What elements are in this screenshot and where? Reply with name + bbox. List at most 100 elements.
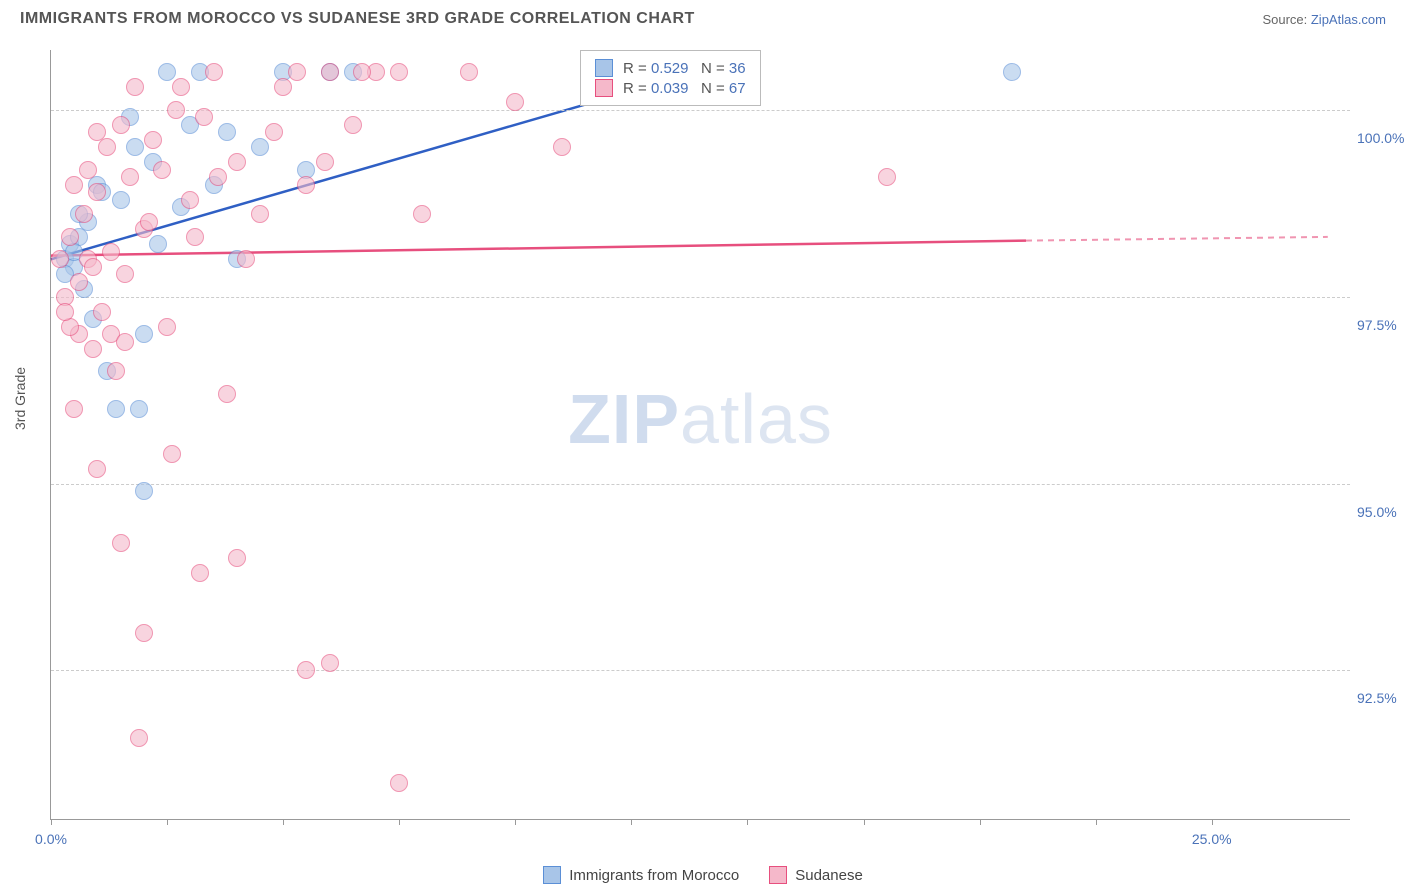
- y-axis-label: 3rd Grade: [12, 367, 28, 430]
- data-point: [130, 400, 148, 418]
- data-point: [75, 205, 93, 223]
- data-point: [167, 101, 185, 119]
- data-point: [102, 243, 120, 261]
- chart-header: IMMIGRANTS FROM MOROCCO VS SUDANESE 3RD …: [0, 0, 1406, 33]
- data-point: [1003, 63, 1021, 81]
- data-point: [228, 549, 246, 567]
- data-point: [209, 168, 227, 186]
- data-point: [274, 78, 292, 96]
- data-point: [288, 63, 306, 81]
- data-point: [553, 138, 571, 156]
- stats-swatch: [595, 79, 613, 97]
- data-point: [353, 63, 371, 81]
- gridline: [51, 297, 1350, 298]
- data-point: [153, 161, 171, 179]
- data-point: [460, 63, 478, 81]
- data-point: [88, 123, 106, 141]
- data-point: [218, 385, 236, 403]
- data-point: [205, 63, 223, 81]
- data-point: [321, 654, 339, 672]
- bottom-legend: Immigrants from Morocco Sudanese: [0, 866, 1406, 884]
- trend-lines: [51, 50, 1350, 819]
- data-point: [107, 400, 125, 418]
- data-point: [158, 63, 176, 81]
- xtick: [1096, 819, 1097, 825]
- xtick: [631, 819, 632, 825]
- data-point: [413, 205, 431, 223]
- data-point: [191, 564, 209, 582]
- source-link[interactable]: ZipAtlas.com: [1311, 12, 1386, 27]
- ytick-label: 97.5%: [1357, 317, 1406, 333]
- data-point: [140, 213, 158, 231]
- data-point: [195, 108, 213, 126]
- data-point: [88, 460, 106, 478]
- xtick: [399, 819, 400, 825]
- xtick: [51, 819, 52, 825]
- data-point: [181, 191, 199, 209]
- xtick: [980, 819, 981, 825]
- data-point: [172, 78, 190, 96]
- data-point: [297, 661, 315, 679]
- source-label: Source: ZipAtlas.com: [1262, 12, 1386, 27]
- stats-row: R = 0.039 N = 67: [595, 79, 746, 97]
- data-point: [158, 318, 176, 336]
- data-point: [321, 63, 339, 81]
- data-point: [878, 168, 896, 186]
- data-point: [506, 93, 524, 111]
- gridline: [51, 484, 1350, 485]
- data-point: [228, 153, 246, 171]
- ytick-label: 95.0%: [1357, 504, 1406, 520]
- data-point: [390, 774, 408, 792]
- data-point: [56, 303, 74, 321]
- data-point: [163, 445, 181, 463]
- data-point: [112, 191, 130, 209]
- data-point: [107, 362, 125, 380]
- data-point: [218, 123, 236, 141]
- data-point: [84, 340, 102, 358]
- data-point: [126, 78, 144, 96]
- data-point: [121, 168, 139, 186]
- legend-swatch: [769, 866, 787, 884]
- gridline: [51, 670, 1350, 671]
- data-point: [135, 482, 153, 500]
- data-point: [70, 273, 88, 291]
- legend-label: Immigrants from Morocco: [569, 867, 739, 884]
- data-point: [390, 63, 408, 81]
- xtick: [864, 819, 865, 825]
- ytick-label: 92.5%: [1357, 690, 1406, 706]
- data-point: [116, 265, 134, 283]
- xtick-label: 0.0%: [35, 831, 67, 847]
- legend-item: Immigrants from Morocco: [543, 866, 739, 884]
- data-point: [135, 325, 153, 343]
- data-point: [88, 183, 106, 201]
- stats-swatch: [595, 59, 613, 77]
- data-point: [149, 235, 167, 253]
- stats-text: R = 0.529 N = 36: [623, 60, 746, 77]
- data-point: [265, 123, 283, 141]
- data-point: [61, 228, 79, 246]
- stats-text: R = 0.039 N = 67: [623, 80, 746, 97]
- data-point: [344, 116, 362, 134]
- data-point: [144, 131, 162, 149]
- data-point: [316, 153, 334, 171]
- data-point: [297, 176, 315, 194]
- data-point: [79, 161, 97, 179]
- xtick: [283, 819, 284, 825]
- stats-legend-box: R = 0.529 N = 36 R = 0.039 N = 67: [580, 50, 761, 106]
- xtick-label: 25.0%: [1192, 831, 1232, 847]
- ytick-label: 100.0%: [1357, 130, 1406, 146]
- stats-row: R = 0.529 N = 36: [595, 59, 746, 77]
- data-point: [51, 250, 69, 268]
- data-point: [65, 176, 83, 194]
- data-point: [251, 138, 269, 156]
- data-point: [65, 400, 83, 418]
- xtick: [515, 819, 516, 825]
- gridline: [51, 110, 1350, 111]
- data-point: [135, 624, 153, 642]
- data-point: [237, 250, 255, 268]
- chart-title: IMMIGRANTS FROM MOROCCO VS SUDANESE 3RD …: [20, 10, 695, 28]
- legend-item: Sudanese: [769, 866, 863, 884]
- data-point: [251, 205, 269, 223]
- data-point: [116, 333, 134, 351]
- legend-swatch: [543, 866, 561, 884]
